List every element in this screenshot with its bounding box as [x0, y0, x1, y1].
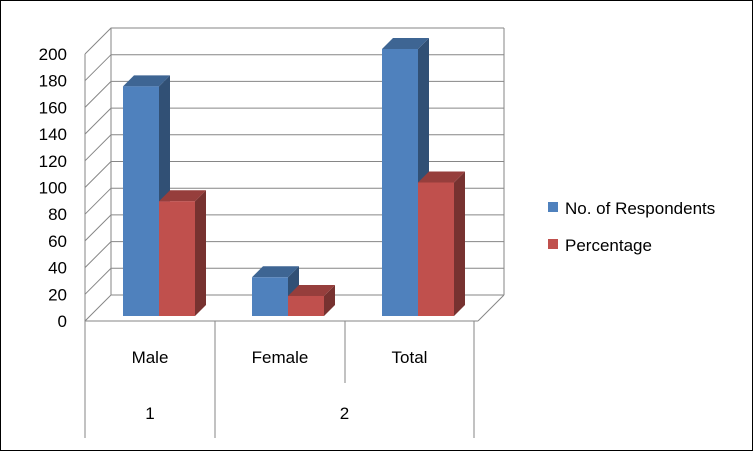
x-category-label: Total	[392, 348, 428, 367]
y-tick-label: 160	[39, 98, 67, 117]
x-category-label: Male	[132, 348, 169, 367]
y-tick-label: 140	[39, 125, 67, 144]
bar-percentage-total	[418, 171, 465, 316]
legend-label: Percentage	[565, 236, 652, 255]
x-category-label: Female	[252, 348, 309, 367]
y-tick-label: 20	[48, 285, 67, 304]
bars-layer	[123, 38, 465, 316]
x-group-label: 2	[340, 404, 349, 423]
legend: No. of Respondents Percentage	[548, 199, 715, 255]
legend-label: No. of Respondents	[565, 199, 715, 218]
legend-swatch	[548, 202, 558, 212]
y-tick-label: 120	[39, 152, 67, 171]
bar-percentage-female	[288, 284, 335, 316]
gridline	[84, 27, 504, 55]
y-tick-label: 100	[39, 179, 67, 198]
legend-item: No. of Respondents	[548, 199, 715, 218]
y-tick-label: 180	[39, 72, 67, 91]
x-group-label: 1	[145, 404, 154, 423]
bar-respondents-male	[123, 75, 170, 316]
y-tick-label: 200	[39, 45, 67, 64]
legend-swatch	[548, 239, 558, 249]
y-tick-label: 60	[48, 232, 67, 251]
y-tick-label: 0	[58, 312, 67, 331]
bar-percentage-male	[159, 190, 206, 316]
category-axis: Male Female Total 1 2	[84, 321, 475, 438]
floor-right-edge	[477, 294, 505, 322]
legend-item: Percentage	[548, 236, 652, 255]
y-tick-label: 40	[48, 259, 67, 278]
axis-layer: 0 20 40 60 80 100 120 140 160 180 200	[39, 28, 505, 331]
y-tick-label: 80	[48, 205, 67, 224]
